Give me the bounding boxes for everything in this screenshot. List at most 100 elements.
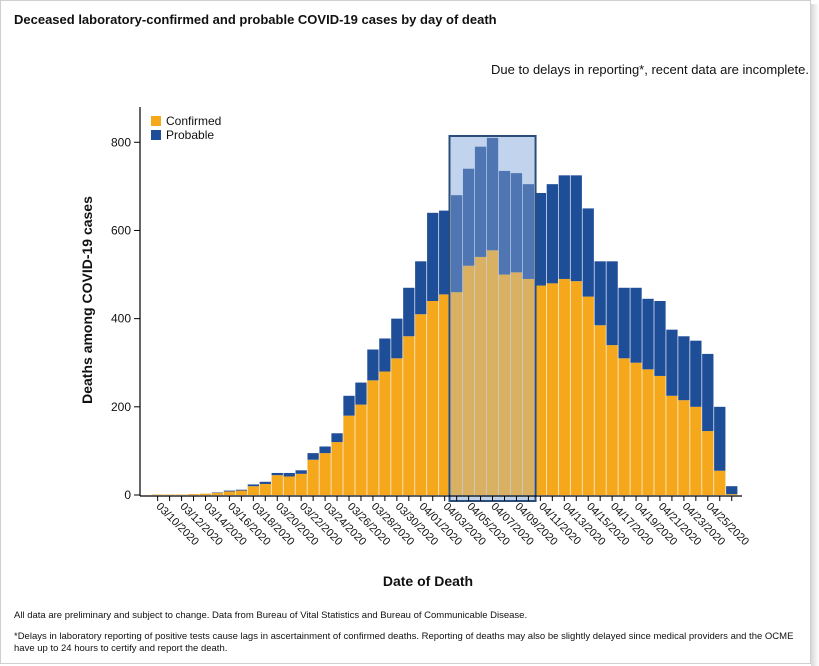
panel-shadow: [811, 4, 819, 666]
bar-confirmed: [726, 494, 738, 495]
bar-confirmed: [534, 285, 547, 495]
bar-confirmed: [391, 358, 403, 495]
bar-probable: [678, 336, 690, 401]
bar-probable: [283, 472, 295, 477]
bar-confirmed: [415, 314, 427, 495]
legend-label-probable: Probable: [166, 128, 214, 142]
bar-confirmed: [223, 491, 236, 495]
bar-confirmed: [630, 362, 642, 495]
bar-confirmed: [546, 283, 558, 495]
chart-title: Deceased laboratory-confirmed and probab…: [14, 12, 497, 27]
bar-confirmed: [439, 294, 451, 495]
bar-confirmed: [642, 369, 654, 495]
bar-probable: [498, 170, 511, 275]
footnote-delays: *Delays in laboratory reporting of posit…: [14, 631, 794, 654]
bar-confirmed: [570, 281, 582, 495]
bar-probable: [570, 175, 582, 282]
bar-probable: [295, 470, 307, 474]
bar-probable: [534, 192, 547, 286]
bar-probable: [666, 329, 678, 396]
bar-probable: [235, 489, 248, 491]
bar-probable: [642, 298, 654, 370]
bar-confirmed: [558, 278, 570, 495]
bar-probable: [654, 301, 666, 376]
bar-probable: [630, 287, 642, 363]
bar-probable: [247, 484, 259, 487]
bar-confirmed: [678, 400, 690, 495]
footnote-preliminary: All data are preliminary and subject to …: [14, 610, 528, 621]
bar-probable: [726, 486, 738, 495]
bar-confirmed: [331, 442, 343, 495]
bar-probable: [331, 433, 343, 443]
bar-confirmed: [510, 272, 523, 495]
bar-probable: [594, 261, 606, 326]
bar-confirmed: [714, 470, 726, 495]
bar-probable: [403, 287, 415, 337]
bar-probable: [582, 208, 594, 297]
bar-probable: [606, 261, 618, 346]
bar-confirmed: [427, 301, 439, 495]
y-tick-label: 600: [111, 223, 131, 237]
bar-confirmed: [283, 476, 295, 495]
bar-confirmed: [307, 459, 319, 495]
bar-confirmed: [666, 395, 678, 495]
legend-label-confirmed: Confirmed: [166, 114, 221, 128]
bar-confirmed: [367, 380, 379, 495]
bar-probable: [271, 472, 283, 476]
bar-confirmed: [199, 493, 212, 495]
bar-probable: [546, 184, 558, 284]
y-axis-title: Deaths among COVID-19 cases: [79, 196, 95, 404]
bar-confirmed: [247, 486, 259, 495]
bar-confirmed: [522, 278, 535, 495]
bar-probable: [558, 175, 570, 279]
bar-confirmed: [355, 404, 367, 495]
bar-probable: [223, 490, 236, 492]
bar-probable: [474, 146, 487, 257]
bar-probable: [259, 481, 271, 484]
bar-probable: [486, 137, 499, 251]
bar-confirmed: [319, 453, 331, 495]
bar-confirmed: [211, 492, 224, 495]
bar-confirmed: [235, 490, 248, 495]
bar-confirmed: [403, 336, 415, 495]
legend-swatch-probable: [151, 130, 161, 140]
bar-probable: [510, 173, 523, 273]
bar-probable: [415, 261, 427, 315]
bar-probable: [618, 287, 630, 359]
bar-confirmed: [618, 358, 630, 495]
bar-probable: [702, 353, 714, 432]
bar-confirmed: [295, 473, 307, 495]
bar-probable: [690, 340, 702, 407]
bar-confirmed: [690, 406, 702, 495]
bar-confirmed: [343, 415, 355, 495]
y-tick-label: 400: [111, 312, 131, 326]
bar-probable: [355, 382, 367, 405]
bar-confirmed: [271, 475, 283, 495]
bar-confirmed: [187, 494, 200, 495]
bar-confirmed: [498, 274, 511, 495]
x-axis-title: Date of Death: [383, 573, 473, 589]
bar-probable: [439, 210, 451, 295]
bar-probable: [451, 195, 463, 293]
bar-confirmed: [474, 256, 487, 495]
highlight-outline: [448, 135, 537, 502]
bar-confirmed: [259, 483, 271, 495]
y-tick-label: 800: [111, 135, 131, 149]
delay-note: Due to delays in reporting*, recent data…: [491, 62, 809, 77]
y-tick-label: 0: [124, 488, 131, 502]
bar-confirmed: [379, 371, 391, 495]
bar-confirmed: [486, 250, 499, 495]
bar-confirmed: [594, 325, 606, 495]
bar-confirmed: [582, 296, 594, 495]
bar-probable: [307, 453, 319, 460]
y-tick-label: 200: [111, 400, 131, 414]
bar-confirmed: [451, 292, 463, 495]
bar-probable: [343, 395, 355, 416]
bar-probable: [462, 168, 475, 266]
bar-confirmed: [462, 265, 475, 495]
bar-probable: [367, 349, 379, 381]
bar-confirmed: [606, 345, 618, 495]
bar-probable: [714, 406, 726, 471]
bar-probable: [427, 212, 439, 301]
